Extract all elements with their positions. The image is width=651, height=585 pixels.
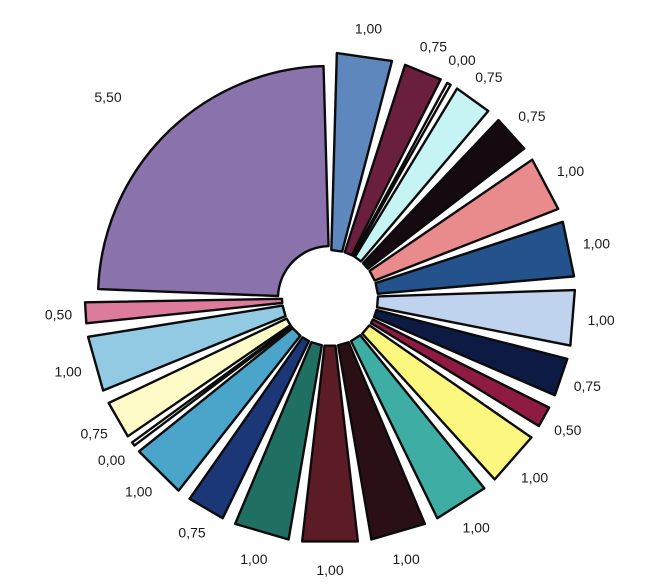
slice-data-label: 0,50 <box>45 306 72 322</box>
slice-data-label: 0,75 <box>574 378 601 394</box>
slice-data-label: 0,75 <box>420 38 447 54</box>
pie-slice <box>372 308 569 397</box>
pie-slice <box>86 304 287 392</box>
slice-data-label: 5,50 <box>94 89 121 105</box>
pie-slice <box>188 336 311 520</box>
pie-slice <box>330 51 394 253</box>
slice-data-label: 1,00 <box>393 551 420 567</box>
slice-data-label: 1,00 <box>557 163 584 179</box>
slice-data-label: 1,00 <box>54 363 81 379</box>
pie-slice <box>361 118 526 270</box>
slice-data-label: 0,50 <box>554 422 581 438</box>
slices-layer <box>83 51 577 543</box>
slice-data-label: 0,75 <box>475 69 502 85</box>
pie-slice <box>107 317 292 438</box>
labels-layer: 1,000,750,000,750,751,001,001,000,750,50… <box>45 21 615 578</box>
slice-data-label: 1,00 <box>587 312 614 328</box>
slice-data-label: 1,00 <box>463 519 490 535</box>
pie-slice <box>353 87 490 263</box>
pie-slice <box>361 324 533 481</box>
pie-slice <box>336 341 427 541</box>
pie-slice <box>137 326 302 492</box>
slice-data-label: 1,00 <box>240 551 267 567</box>
slice-data-label: 1,00 <box>355 21 382 37</box>
slice-data-label: 1,00 <box>316 562 343 578</box>
slice-data-label: 0,00 <box>448 52 475 68</box>
slice-data-label: 0,75 <box>81 425 108 441</box>
pie-slice <box>351 81 452 258</box>
pie-slice <box>349 334 486 520</box>
slice-data-label: 0,00 <box>98 452 125 468</box>
pie-slice <box>96 64 330 298</box>
pie-slice <box>343 63 442 257</box>
pie-slice <box>83 297 284 325</box>
slice-data-label: 0,75 <box>178 524 205 540</box>
slice-data-label: 1,00 <box>125 483 152 499</box>
pie-slice <box>130 325 293 447</box>
slice-data-label: 0,75 <box>518 108 545 124</box>
pie-slice <box>374 220 576 295</box>
slice-data-label: 1,00 <box>583 235 610 251</box>
pie-slice <box>375 288 577 347</box>
pie-slice <box>300 344 360 543</box>
pie-slice <box>368 158 560 282</box>
pie-slice <box>233 341 324 541</box>
slice-data-label: 1,00 <box>521 469 548 485</box>
pie-slice <box>369 318 551 428</box>
